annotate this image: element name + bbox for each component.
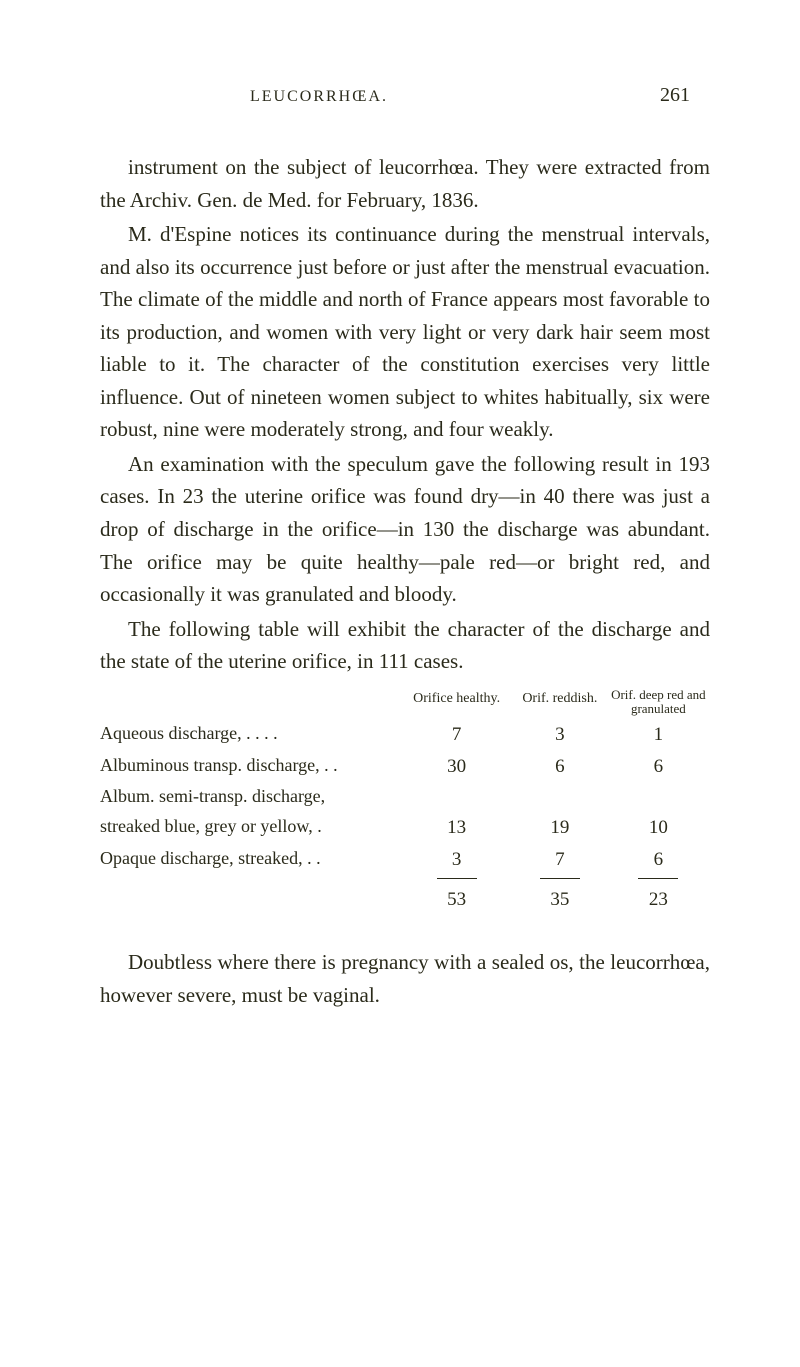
table-cell: 10 bbox=[607, 813, 710, 842]
table-cell: 6 bbox=[513, 752, 607, 781]
table-cell: 19 bbox=[513, 813, 607, 842]
table-rule-row bbox=[100, 878, 710, 879]
horizontal-rule-icon bbox=[437, 878, 477, 879]
horizontal-rule-icon bbox=[540, 878, 580, 879]
table-total-cell: 23 bbox=[607, 885, 710, 914]
body-paragraph-3: An examination with the speculum gave th… bbox=[100, 448, 710, 611]
table-total-cell: 35 bbox=[513, 885, 607, 914]
table-cell: 3 bbox=[513, 720, 607, 749]
discharge-table: Orifice healthy. Orif. reddish. Orif. de… bbox=[100, 688, 710, 915]
rule-cell bbox=[513, 878, 607, 879]
table-cell-label: Album. semi-transp. discharge, bbox=[100, 783, 400, 811]
table-total-cell: 53 bbox=[400, 885, 513, 914]
table-header-row: Orifice healthy. Orif. reddish. Orif. de… bbox=[100, 688, 710, 717]
table-cell-label: Albuminous transp. discharge, . . bbox=[100, 752, 400, 781]
body-paragraph-4: The following table will exhibit the cha… bbox=[100, 613, 710, 678]
rule-spacer bbox=[100, 878, 400, 879]
header-row: LEUCORRHŒA. 261 bbox=[100, 80, 710, 111]
table-cell: 6 bbox=[607, 752, 710, 781]
table-total-row: 53 35 23 bbox=[100, 885, 710, 914]
running-head: LEUCORRHŒA. bbox=[250, 85, 388, 110]
total-spacer bbox=[100, 885, 400, 914]
table-cell: 1 bbox=[607, 720, 710, 749]
body-paragraph-5: Doubtless where there is pregnancy with … bbox=[100, 946, 710, 1011]
table-header-col2: Orif. reddish. bbox=[513, 688, 607, 717]
body-paragraph-2: M. d'Espine notices its continuance duri… bbox=[100, 218, 710, 446]
horizontal-rule-icon bbox=[638, 878, 678, 879]
table-cell bbox=[607, 783, 710, 811]
paragraph-spacer bbox=[100, 934, 710, 946]
table-cell: 30 bbox=[400, 752, 513, 781]
table-cell-label: Aqueous discharge, . . . . bbox=[100, 720, 400, 749]
table-cell: 7 bbox=[513, 845, 607, 874]
table-row: Opaque discharge, streaked, . . 3 7 6 bbox=[100, 845, 710, 874]
page-number: 261 bbox=[660, 80, 690, 111]
table-cell: 6 bbox=[607, 845, 710, 874]
table-cell bbox=[513, 783, 607, 811]
table-cell-label: Opaque discharge, streaked, . . bbox=[100, 845, 400, 874]
table-row: Aqueous discharge, . . . . 7 3 1 bbox=[100, 720, 710, 749]
table-header-col1: Orifice healthy. bbox=[400, 688, 513, 717]
rule-cell bbox=[400, 878, 513, 879]
table-cell: 3 bbox=[400, 845, 513, 874]
table-row: Album. semi-transp. discharge, bbox=[100, 783, 710, 811]
table-header-col3: Orif. deep red and granulated bbox=[607, 688, 710, 717]
table-cell-label: streaked blue, grey or yellow, . bbox=[100, 813, 400, 842]
table-row: Albuminous transp. discharge, . . 30 6 6 bbox=[100, 752, 710, 781]
table-cell: 7 bbox=[400, 720, 513, 749]
page-container: LEUCORRHŒA. 261 instrument on the subjec… bbox=[0, 0, 800, 1114]
body-paragraph-1: instrument on the subject of leucorrhœa.… bbox=[100, 151, 710, 216]
table-row: streaked blue, grey or yellow, . 13 19 1… bbox=[100, 813, 710, 842]
table-cell: 13 bbox=[400, 813, 513, 842]
table-cell bbox=[400, 783, 513, 811]
rule-cell bbox=[607, 878, 710, 879]
table-header-spacer bbox=[100, 688, 400, 717]
